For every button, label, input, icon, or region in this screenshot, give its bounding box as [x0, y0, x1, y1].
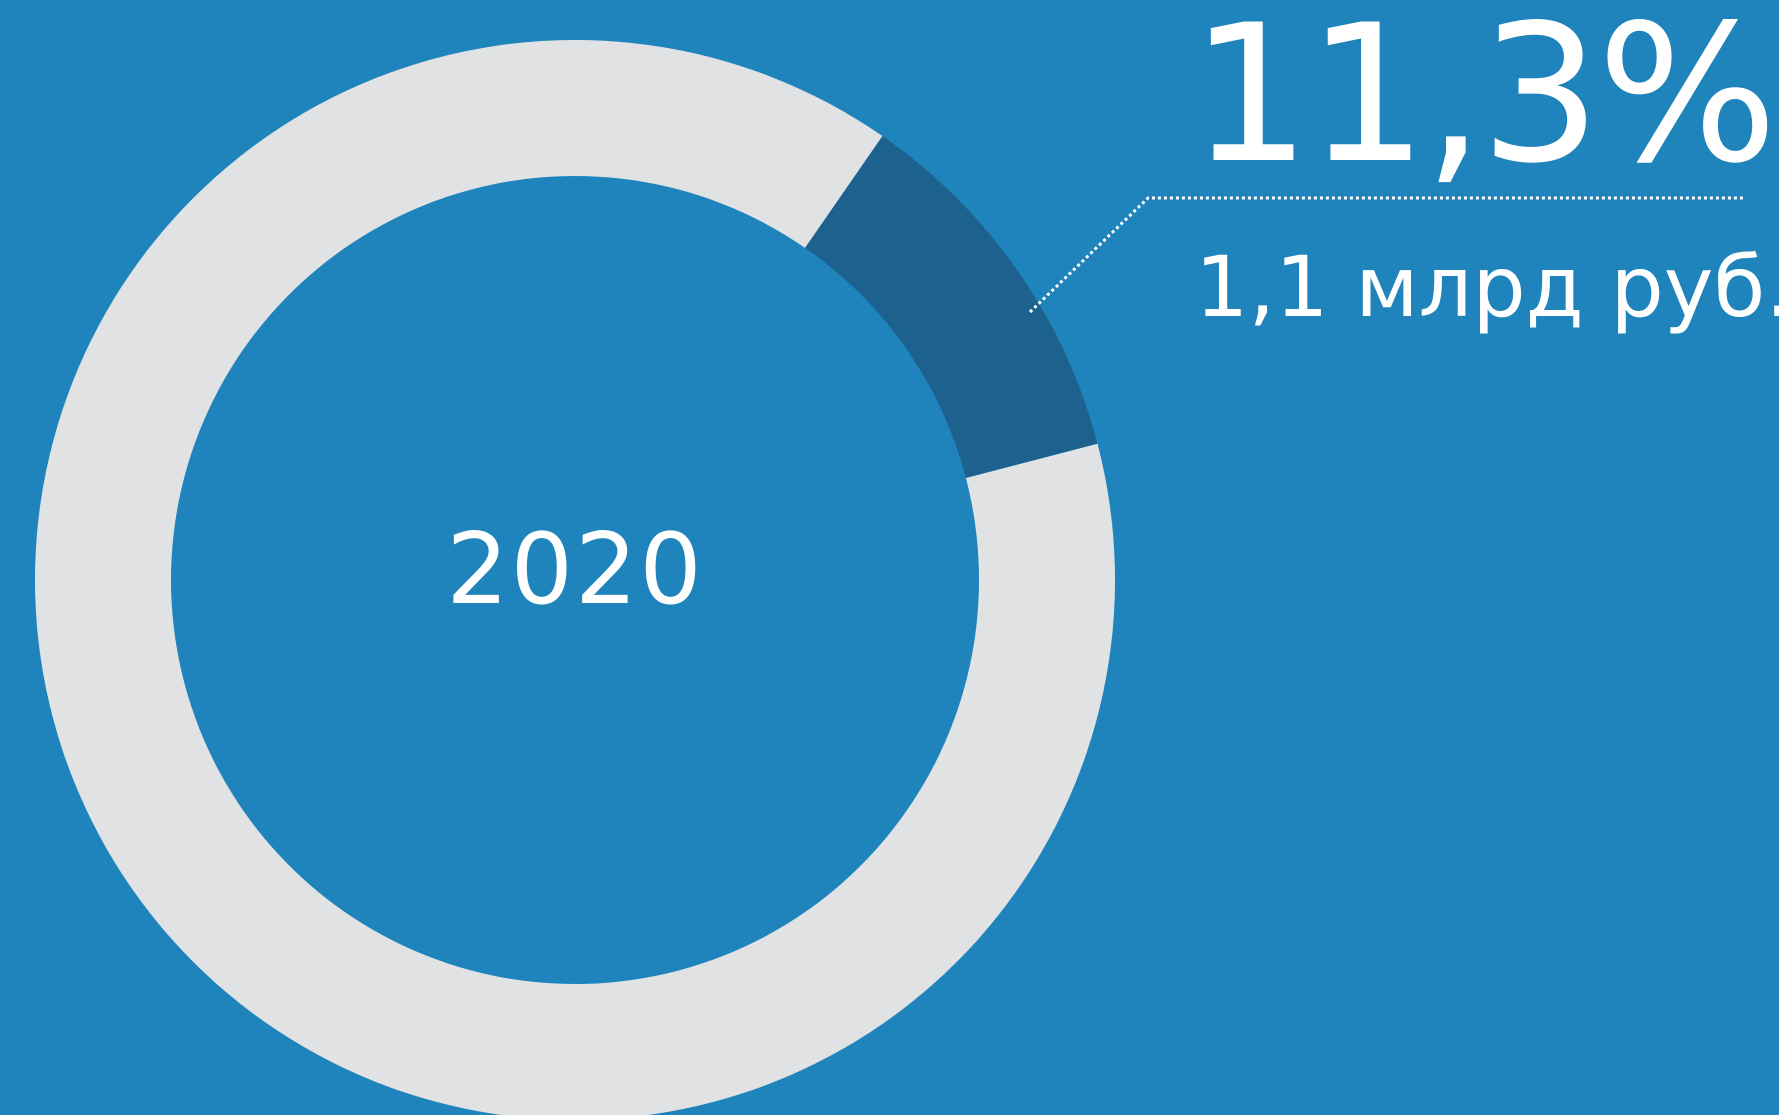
slice-highlighted	[804, 136, 1098, 479]
leader-line	[1028, 196, 1745, 314]
slices-group	[35, 40, 1115, 1115]
center-year-label: 2020	[446, 513, 704, 627]
slice-amount-label: 1,1 млрд руб.	[1195, 238, 1779, 336]
slice-percent-label: 11,3%	[1190, 0, 1778, 205]
